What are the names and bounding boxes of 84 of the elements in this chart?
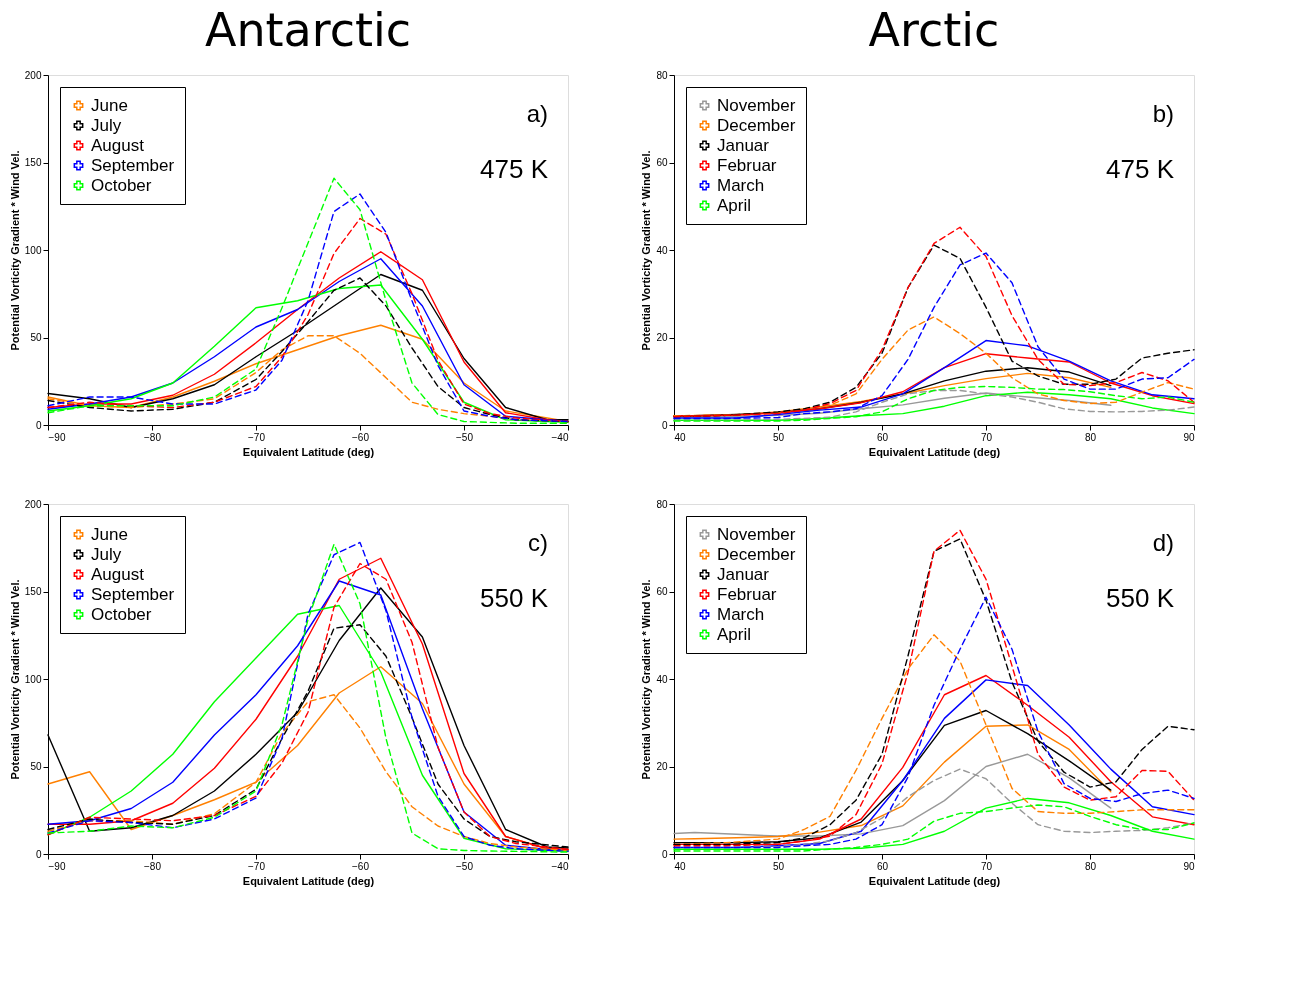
x-tick-label: −80 xyxy=(144,431,162,443)
x-axis-title: Equivalent Latitude (deg) xyxy=(242,874,375,887)
legend-label: April xyxy=(717,624,752,644)
legend-label: Januar xyxy=(717,135,770,155)
legend-label: September xyxy=(91,155,175,175)
x-tick-label: 40 xyxy=(674,431,687,443)
legend-label: November xyxy=(717,524,796,544)
x-tick-label: 50 xyxy=(772,860,785,872)
legend-label: March xyxy=(717,175,765,195)
x-tick-label: 90 xyxy=(1183,860,1195,872)
annotation: 550 K xyxy=(480,583,549,613)
x-tick-label: 50 xyxy=(772,431,785,443)
x-axis-title: Equivalent Latitude (deg) xyxy=(242,445,375,458)
x-tick-label: 60 xyxy=(876,431,889,443)
legend-label: Januar xyxy=(717,564,770,584)
y-tick-label: 0 xyxy=(661,848,668,860)
annotation: 475 K xyxy=(480,154,549,184)
y-tick-label: 0 xyxy=(35,419,42,431)
y-tick-label: 200 xyxy=(24,69,42,81)
y-tick-label: 50 xyxy=(30,761,42,772)
legend-label: October xyxy=(91,604,152,624)
chart-title: Antarctic xyxy=(204,3,412,57)
x-tick-label: 80 xyxy=(1084,860,1097,872)
legend-label: March xyxy=(717,604,765,624)
y-tick-label: 0 xyxy=(661,419,668,431)
x-tick-label: 90 xyxy=(1183,431,1195,443)
legend-label: April xyxy=(717,195,752,215)
legend-label: October xyxy=(91,175,152,195)
x-tick-label: −50 xyxy=(456,431,474,443)
x-tick-label: −60 xyxy=(352,860,370,872)
annotation: b) xyxy=(1152,100,1174,127)
annotation: d) xyxy=(1152,529,1174,556)
legend-label: December xyxy=(717,544,796,564)
annotation: 475 K xyxy=(1106,154,1175,184)
x-tick-label: 70 xyxy=(980,860,993,872)
y-tick-label: 40 xyxy=(656,244,668,256)
y-tick-label: 150 xyxy=(24,157,42,168)
legend-label: Februar xyxy=(717,155,777,175)
y-tick-label: 80 xyxy=(656,69,668,81)
legend-label: September xyxy=(91,584,175,604)
annotation: 550 K xyxy=(1106,583,1175,613)
y-tick-label: 200 xyxy=(24,498,42,510)
y-tick-label: 20 xyxy=(656,761,668,772)
annotation: a) xyxy=(526,100,548,127)
x-tick-label: −50 xyxy=(456,860,474,872)
y-axis-title: Potential Vorticity Gradient * Wind Vel. xyxy=(8,579,21,780)
legend-label: December xyxy=(717,115,796,135)
x-tick-label: −40 xyxy=(551,431,569,443)
x-tick-label: −40 xyxy=(551,860,569,872)
y-tick-label: 0 xyxy=(35,848,42,860)
x-axis-title: Equivalent Latitude (deg) xyxy=(868,445,1001,458)
legend-label: August xyxy=(91,135,145,155)
x-axis-title: Equivalent Latitude (deg) xyxy=(868,874,1001,887)
y-tick-label: 150 xyxy=(24,586,42,597)
y-tick-label: 20 xyxy=(656,332,668,343)
x-tick-label: 40 xyxy=(674,860,687,872)
y-tick-label: 60 xyxy=(656,586,668,597)
legend-label: November xyxy=(717,95,796,115)
y-tick-label: 100 xyxy=(24,673,42,685)
x-tick-label: −90 xyxy=(48,860,66,872)
y-tick-label: 50 xyxy=(30,332,42,343)
legend-label: August xyxy=(91,564,145,584)
y-axis-title: Potential Vorticity Gradient * Wind Vel. xyxy=(640,150,653,351)
legend-label: July xyxy=(91,115,122,135)
y-tick-label: 100 xyxy=(24,244,42,256)
y-tick-label: 60 xyxy=(656,157,668,168)
x-tick-label: −90 xyxy=(48,431,66,443)
chart-title: Arctic xyxy=(868,3,1000,57)
y-tick-label: 80 xyxy=(656,498,668,510)
y-axis-title: Potential Vorticity Gradient * Wind Vel. xyxy=(8,150,21,351)
y-tick-label: 40 xyxy=(656,673,668,685)
x-tick-label: 80 xyxy=(1084,431,1097,443)
x-tick-label: −70 xyxy=(248,431,266,443)
legend-label: Februar xyxy=(717,584,777,604)
y-axis-title: Potential Vorticity Gradient * Wind Vel. xyxy=(640,579,653,780)
legend-label: June xyxy=(91,95,128,115)
x-tick-label: −70 xyxy=(248,860,266,872)
annotation: c) xyxy=(528,529,548,556)
x-tick-label: −60 xyxy=(352,431,370,443)
x-tick-label: −80 xyxy=(144,860,162,872)
legend-label: June xyxy=(91,524,128,544)
legend-label: July xyxy=(91,544,122,564)
x-tick-label: 60 xyxy=(876,860,889,872)
x-tick-label: 70 xyxy=(980,431,993,443)
